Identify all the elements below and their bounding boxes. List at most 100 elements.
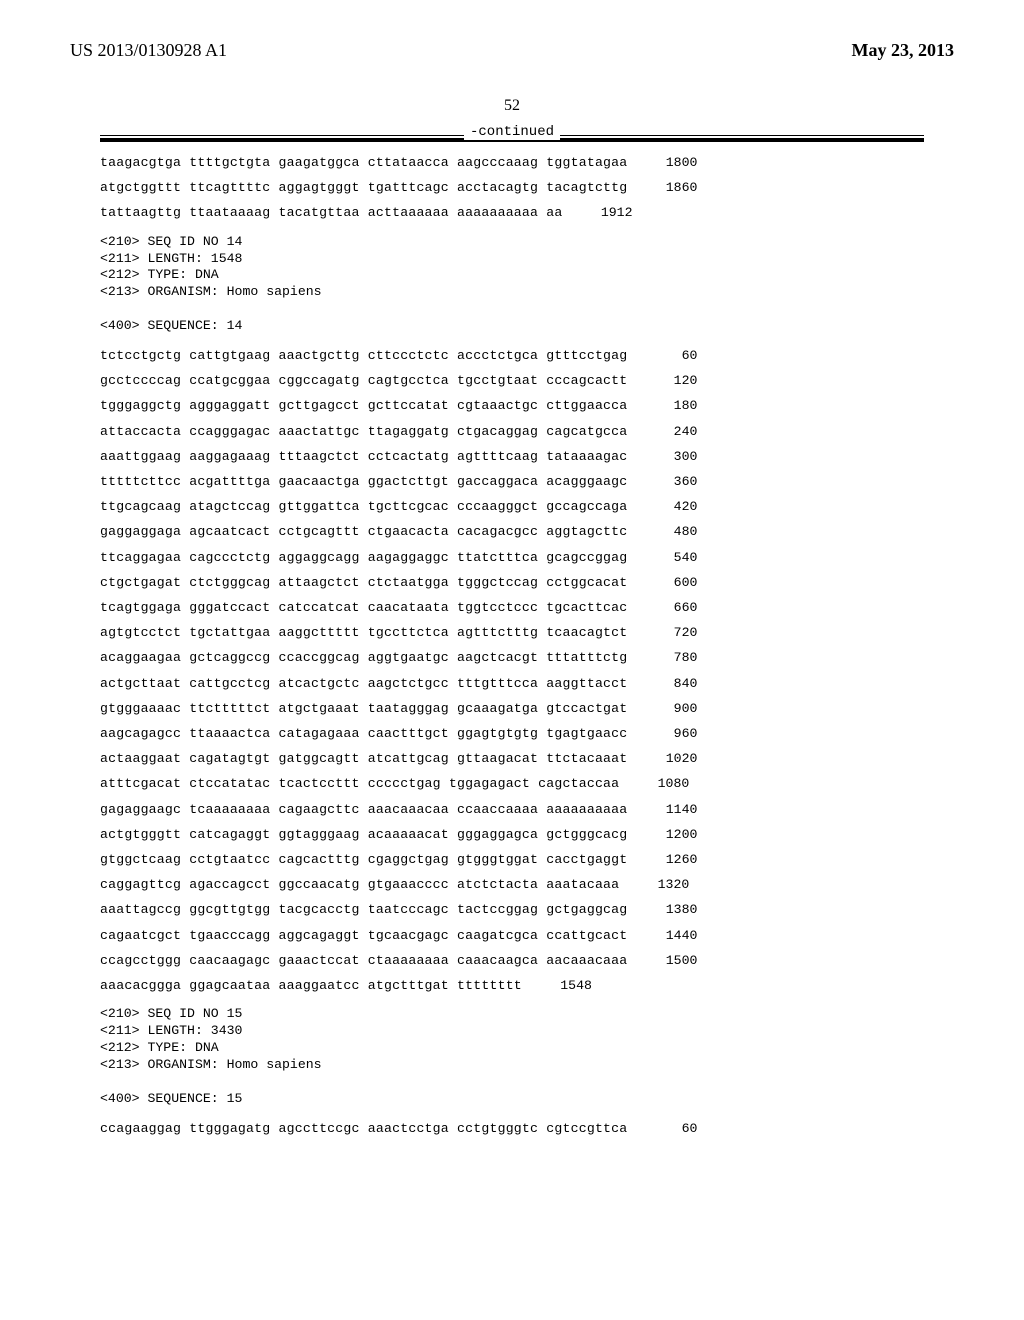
sequence-15-body: ccagaaggag ttgggagatg agccttccgc aaactcc… — [100, 1122, 924, 1135]
continued-label: -continued — [464, 124, 560, 140]
sequence-groups: attaccacta ccagggagac aaactattgc ttagagg… — [100, 425, 627, 438]
sequence-row: tcagtggaga gggatccact catccatcat caacata… — [100, 601, 924, 614]
sequence-row: agtgtcctct tgctattgaa aaggcttttt tgccttc… — [100, 626, 924, 639]
sequence-position: 900 — [645, 702, 697, 715]
sequence-row: actgcttaat cattgcctcg atcactgctc aagctct… — [100, 677, 924, 690]
sequence-groups: actgcttaat cattgcctcg atcactgctc aagctct… — [100, 677, 627, 690]
sequence-position: 1548 — [540, 979, 592, 992]
sequence-row: aagcagagcc ttaaaactca catagagaaa caacttt… — [100, 727, 924, 740]
sequence-position: 60 — [645, 349, 697, 362]
sequence-groups: aaacacggga ggagcaataa aaaggaatcc atgcttt… — [100, 979, 522, 992]
sequence-groups: gcctccccag ccatgcggaa cggccagatg cagtgcc… — [100, 374, 627, 387]
sequence-groups: aaattagccg ggcgttgtgg tacgcacctg taatccc… — [100, 903, 627, 916]
publication-number: US 2013/0130928 A1 — [70, 40, 227, 61]
sequence-position: 1260 — [645, 853, 697, 866]
sequence-groups: aaattggaag aaggagaaag tttaagctct cctcact… — [100, 450, 627, 463]
sequence-position: 180 — [645, 399, 697, 412]
sequence-row: attaccacta ccagggagac aaactattgc ttagagg… — [100, 425, 924, 438]
sequence-groups: cagaatcgct tgaacccagg aggcagaggt tgcaacg… — [100, 929, 627, 942]
sequence-position: 720 — [645, 626, 697, 639]
sequence-row: atgctggttt ttcagttttc aggagtgggt tgatttc… — [100, 181, 924, 194]
sequence-position: 1020 — [645, 752, 697, 765]
sequence-position: 660 — [645, 601, 697, 614]
sequence-14-body: tctcctgctg cattgtgaag aaactgcttg cttccct… — [100, 349, 924, 992]
sequence-position: 840 — [645, 677, 697, 690]
sequence-groups: ccagaaggag ttgggagatg agccttccgc aaactcc… — [100, 1122, 627, 1135]
sequence-position: 360 — [645, 475, 697, 488]
sequence-row: gagaggaagc tcaaaaaaaa cagaagcttc aaacaaa… — [100, 803, 924, 816]
sequence-row: aaattggaag aaggagaaag tttaagctct cctcact… — [100, 450, 924, 463]
sequence-groups: actgtgggtt catcagaggt ggtagggaag acaaaaa… — [100, 828, 627, 841]
sequence-position: 1440 — [645, 929, 697, 942]
sequence-groups: actaaggaat cagatagtgt gatggcagtt atcattg… — [100, 752, 627, 765]
sequence-row: cagaatcgct tgaacccagg aggcagaggt tgcaacg… — [100, 929, 924, 942]
sequence-row: actaaggaat cagatagtgt gatggcagtt atcattg… — [100, 752, 924, 765]
sequence-position: 1200 — [645, 828, 697, 841]
sequence-row: gtgggaaaac ttctttttct atgctgaaat taatagg… — [100, 702, 924, 715]
sequence-row: caggagttcg agaccagcct ggccaacatg gtgaaac… — [100, 878, 924, 891]
sequence-15-meta: <210> SEQ ID NO 15 <211> LENGTH: 3430 <2… — [100, 1006, 924, 1107]
sequence-row: tttttcttcc acgattttga gaacaactga ggactct… — [100, 475, 924, 488]
sequence-groups: atgctggttt ttcagttttc aggagtgggt tgatttc… — [100, 181, 627, 194]
sequence-groups: gaggaggaga agcaatcact cctgcagttt ctgaaca… — [100, 525, 627, 538]
publication-date: May 23, 2013 — [852, 40, 955, 61]
sequence-row: atttcgacat ctccatatac tcactccttt ccccctg… — [100, 777, 924, 790]
sequence-groups: ttgcagcaag atagctccag gttggattca tgcttcg… — [100, 500, 627, 513]
sequence-position: 60 — [645, 1122, 697, 1135]
sequence-row: tattaagttg ttaataaaag tacatgttaa acttaaa… — [100, 206, 924, 219]
sequence-groups: tcagtggaga gggatccact catccatcat caacata… — [100, 601, 627, 614]
sequence-position: 1380 — [645, 903, 697, 916]
sequence-row: actgtgggtt catcagaggt ggtagggaag acaaaaa… — [100, 828, 924, 841]
sequence-13-tail: taagacgtga ttttgctgta gaagatggca cttataa… — [100, 156, 924, 220]
sequence-row: ttgcagcaag atagctccag gttggattca tgcttcg… — [100, 500, 924, 513]
sequence-row: ctgctgagat ctctgggcag attaagctct ctctaat… — [100, 576, 924, 589]
sequence-groups: acaggaagaa gctcaggccg ccaccggcag aggtgaa… — [100, 651, 627, 664]
sequence-row: gtggctcaag cctgtaatcc cagcactttg cgaggct… — [100, 853, 924, 866]
sequence-position: 960 — [645, 727, 697, 740]
sequence-row: gaggaggaga agcaatcact cctgcagttt ctgaaca… — [100, 525, 924, 538]
sequence-row: gcctccccag ccatgcggaa cggccagatg cagtgcc… — [100, 374, 924, 387]
sequence-groups: tattaagttg ttaataaaag tacatgttaa acttaaa… — [100, 206, 563, 219]
sequence-groups: agtgtcctct tgctattgaa aaggcttttt tgccttc… — [100, 626, 627, 639]
sequence-row: ccagaaggag ttgggagatg agccttccgc aaactcc… — [100, 1122, 924, 1135]
sequence-groups: tgggaggctg agggaggatt gcttgagcct gcttcca… — [100, 399, 627, 412]
sequence-groups: caggagttcg agaccagcct ggccaacatg gtgaaac… — [100, 878, 619, 891]
sequence-row: ttcaggagaa cagccctctg aggaggcagg aagagga… — [100, 551, 924, 564]
sequence-groups: taagacgtga ttttgctgta gaagatggca cttataa… — [100, 156, 627, 169]
sequence-position: 1080 — [637, 777, 689, 790]
sequence-groups: atttcgacat ctccatatac tcactccttt ccccctg… — [100, 777, 619, 790]
sequence-groups: tttttcttcc acgattttga gaacaactga ggactct… — [100, 475, 627, 488]
sequence-row: acaggaagaa gctcaggccg ccaccggcag aggtgaa… — [100, 651, 924, 664]
sequence-groups: ctgctgagat ctctgggcag attaagctct ctctaat… — [100, 576, 627, 589]
sequence-position: 540 — [645, 551, 697, 564]
sequence-position: 1320 — [637, 878, 689, 891]
sequence-position: 780 — [645, 651, 697, 664]
sequence-position: 240 — [645, 425, 697, 438]
sequence-row: aaacacggga ggagcaataa aaaggaatcc atgcttt… — [100, 979, 924, 992]
sequence-row: tctcctgctg cattgtgaag aaactgcttg cttccct… — [100, 349, 924, 362]
sequence-groups: ttcaggagaa cagccctctg aggaggcagg aagagga… — [100, 551, 627, 564]
sequence-position: 1912 — [581, 206, 633, 219]
sequence-groups: gtggctcaag cctgtaatcc cagcactttg cgaggct… — [100, 853, 627, 866]
sequence-position: 300 — [645, 450, 697, 463]
sequence-groups: gtgggaaaac ttctttttct atgctgaaat taatagg… — [100, 702, 627, 715]
sequence-row: ccagcctggg caacaagagc gaaactccat ctaaaaa… — [100, 954, 924, 967]
sequence-position: 1860 — [645, 181, 697, 194]
continued-rule: -continued — [100, 135, 924, 142]
sequence-groups: aagcagagcc ttaaaactca catagagaaa caacttt… — [100, 727, 627, 740]
page-header: US 2013/0130928 A1 May 23, 2013 — [0, 0, 1024, 69]
sequence-position: 1800 — [645, 156, 697, 169]
sequence-position: 1500 — [645, 954, 697, 967]
page-number: 52 — [0, 97, 1024, 115]
sequence-row: tgggaggctg agggaggatt gcttgagcct gcttcca… — [100, 399, 924, 412]
sequence-groups: gagaggaagc tcaaaaaaaa cagaagcttc aaacaaa… — [100, 803, 627, 816]
sequence-position: 120 — [645, 374, 697, 387]
sequence-row: aaattagccg ggcgttgtgg tacgcacctg taatccc… — [100, 903, 924, 916]
sequence-14-meta: <210> SEQ ID NO 14 <211> LENGTH: 1548 <2… — [100, 234, 924, 335]
sequence-position: 600 — [645, 576, 697, 589]
sequence-position: 420 — [645, 500, 697, 513]
sequence-groups: ccagcctggg caacaagagc gaaactccat ctaaaaa… — [100, 954, 627, 967]
sequence-groups: tctcctgctg cattgtgaag aaactgcttg cttccct… — [100, 349, 627, 362]
sequence-position: 1140 — [645, 803, 697, 816]
sequence-row: taagacgtga ttttgctgta gaagatggca cttataa… — [100, 156, 924, 169]
